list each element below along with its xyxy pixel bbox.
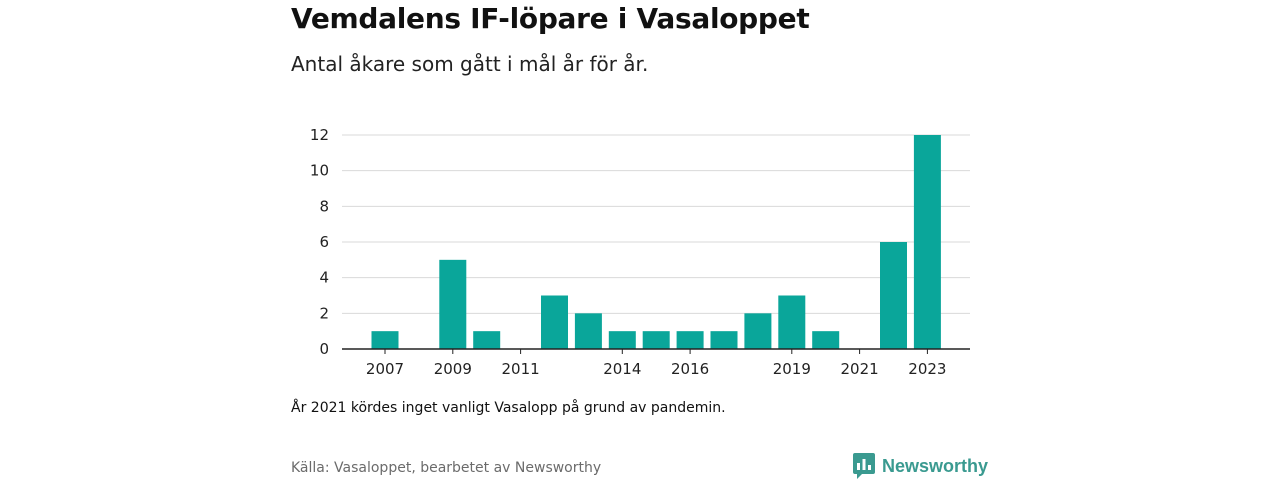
chart-subtitle: Antal åkare som gått i mål år för år. bbox=[291, 52, 649, 76]
y-tick-label: 10 bbox=[310, 162, 329, 180]
bar-chart: 0 2 4 6 8 10 12 2007 2009 2011 2014 2016 2019 2021 202… bbox=[310, 126, 970, 378]
y-tick-label: 8 bbox=[319, 197, 329, 215]
chart-note: År 2021 kördes inget vanligt Vasalopp på… bbox=[291, 400, 726, 416]
bar-2020[interactable] bbox=[812, 331, 840, 349]
bar-2022[interactable] bbox=[880, 242, 907, 349]
x-tick-label: 2019 bbox=[773, 360, 811, 378]
chart-title: Vemdalens IF-löpare i Vasaloppet bbox=[291, 2, 810, 35]
x-tick-label: 2009 bbox=[434, 360, 472, 378]
bar-2018[interactable] bbox=[744, 313, 772, 349]
bar-2023[interactable] bbox=[913, 135, 941, 349]
x-tick-label: 2016 bbox=[671, 360, 709, 378]
source-text: Källa: Vasaloppet, bearbetet av Newswort… bbox=[291, 460, 602, 476]
y-tick-label: 6 bbox=[319, 233, 329, 251]
x-tick-label: 2014 bbox=[603, 360, 641, 378]
bar-2010[interactable] bbox=[473, 331, 501, 349]
x-tick-label: 2021 bbox=[841, 360, 879, 378]
bar-2012[interactable] bbox=[541, 295, 568, 350]
newsworthy-logo[interactable]: Newsworthy bbox=[853, 452, 988, 480]
bar-2016[interactable] bbox=[676, 331, 704, 349]
y-tick-label: 2 bbox=[319, 304, 329, 322]
bar-2013[interactable] bbox=[574, 313, 602, 349]
y-tick-label: 0 bbox=[319, 340, 329, 358]
logo-text: Newsworthy bbox=[882, 455, 989, 476]
y-tick-label: 12 bbox=[310, 126, 329, 144]
bar-2014[interactable] bbox=[608, 331, 636, 349]
bar-2009[interactable] bbox=[439, 259, 467, 349]
newsworthy-logo-icon bbox=[853, 453, 875, 479]
gridlines bbox=[342, 134, 970, 314]
x-tick-label: 2011 bbox=[502, 360, 540, 378]
bar-2007[interactable] bbox=[371, 331, 399, 349]
bar-2015[interactable] bbox=[642, 331, 670, 349]
y-tick-label: 4 bbox=[319, 269, 329, 287]
x-tick-label: 2007 bbox=[366, 360, 404, 378]
bar-2017[interactable] bbox=[710, 331, 738, 349]
x-tick-label: 2023 bbox=[908, 360, 946, 378]
bars bbox=[371, 135, 941, 350]
bar-2019[interactable] bbox=[778, 295, 806, 350]
axes: 0 2 4 6 8 10 12 2007 2009 2011 2014 2016 2019 2021 202… bbox=[310, 126, 970, 378]
